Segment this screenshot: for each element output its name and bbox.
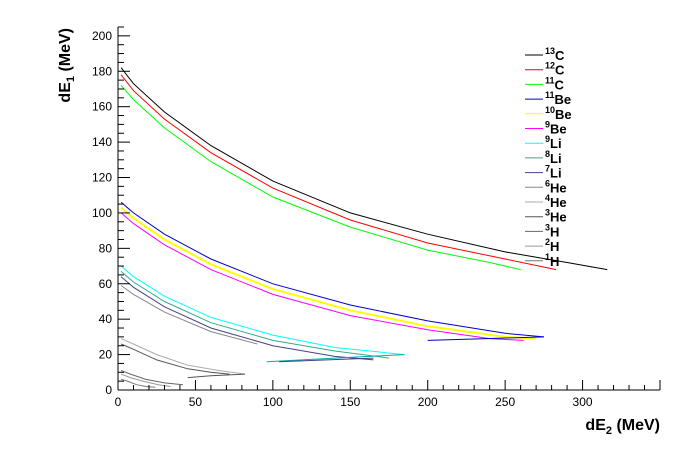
series-line-3h xyxy=(120,370,184,386)
series-line-4he xyxy=(120,338,246,375)
y-axis-title: dE1 (MeV) xyxy=(57,28,77,103)
series-line-3he xyxy=(120,343,230,375)
x-tick-label: 0 xyxy=(115,395,122,409)
plot-lines xyxy=(120,67,608,388)
series-line-11c xyxy=(120,85,521,271)
x-axis-title: dE2 (MeV) xyxy=(585,417,660,437)
series-line-7li xyxy=(120,276,374,361)
legend-label: 3He xyxy=(545,208,567,225)
legend-label: 11Be xyxy=(545,90,571,107)
axes: 0 50 100 150 200 250 300 0 20 40 60 80 100 120 140 160 1… xyxy=(92,26,661,409)
punch-through-line xyxy=(279,357,374,363)
series-line-2h xyxy=(120,373,171,387)
series-line-8li xyxy=(120,271,390,359)
punch-through-line xyxy=(427,336,544,341)
legend-label: 6He xyxy=(545,178,567,195)
y-tick-label: 80 xyxy=(99,241,113,255)
legend-label: 4He xyxy=(545,193,567,210)
y-tick-label: 140 xyxy=(92,135,112,149)
punch-through-line xyxy=(266,354,405,363)
legend-label: 9Be xyxy=(545,120,567,137)
y-tick-label: 60 xyxy=(99,277,113,291)
y-tick-label: 120 xyxy=(92,171,112,185)
x-tick-label: 100 xyxy=(263,395,283,409)
x-tick-label: 150 xyxy=(340,395,360,409)
x-tick-label: 300 xyxy=(573,395,593,409)
y-tick-label: 180 xyxy=(92,64,112,78)
y-tick-label: 160 xyxy=(92,100,112,114)
series-line-11be xyxy=(120,201,544,338)
series-line-10be xyxy=(120,206,537,340)
legend-label: 3H xyxy=(545,222,559,239)
y-tick-label: 20 xyxy=(99,348,113,362)
x-tick-label: 50 xyxy=(189,395,203,409)
series-line-12c xyxy=(120,74,557,271)
y-tick-label: 100 xyxy=(92,206,112,220)
x-tick-label: 250 xyxy=(495,395,515,409)
y-tick-label: 200 xyxy=(92,29,112,43)
y-tick-label: 40 xyxy=(99,312,113,326)
series-line-13c xyxy=(120,67,608,271)
legend-label: 1H xyxy=(545,252,559,269)
legend: 13C12C11C11Be10Be9Be9Li8Li7Li6He4He3He3H… xyxy=(525,46,572,269)
series-line-9li xyxy=(120,265,405,356)
legend-label: 9Li xyxy=(545,134,562,151)
punch-through-line xyxy=(187,373,246,379)
series-line-6he xyxy=(120,285,258,345)
legend-label: 12C xyxy=(545,61,565,78)
series-line-9be xyxy=(120,212,524,341)
legend-label: 13C xyxy=(545,46,565,63)
legend-label: 2H xyxy=(545,237,559,254)
legend-label: 7Li xyxy=(545,164,562,181)
legend-label: 10Be xyxy=(545,105,572,122)
y-tick-label: 0 xyxy=(105,383,112,397)
x-tick-label: 200 xyxy=(418,395,438,409)
legend-label: 11C xyxy=(545,75,565,92)
legend-label: 8Li xyxy=(545,149,562,166)
